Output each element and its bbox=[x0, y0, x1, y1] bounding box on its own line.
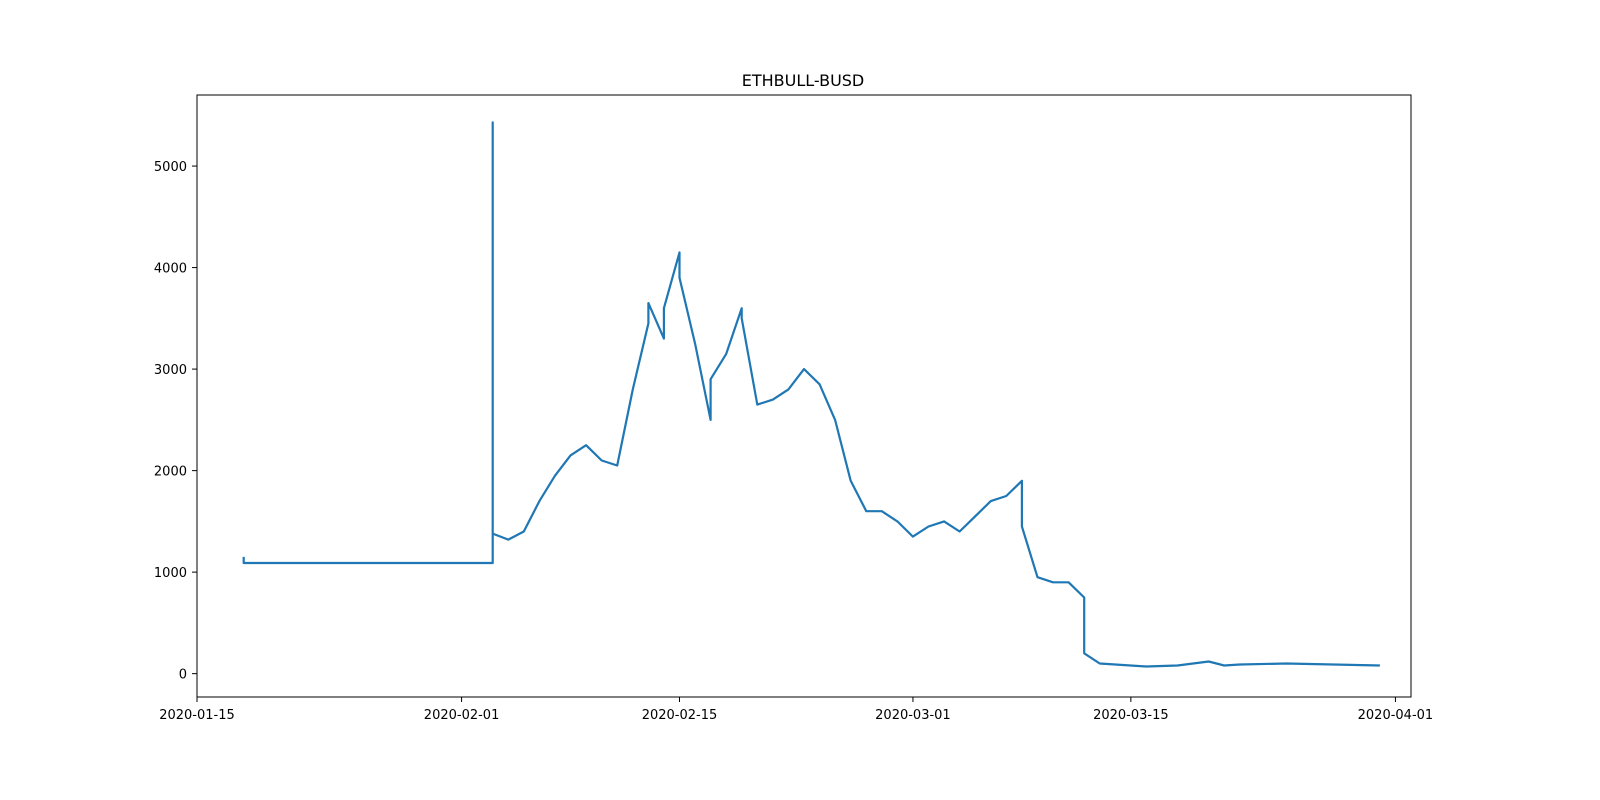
y-tick-label: 0 bbox=[179, 668, 187, 683]
y-tick-label: 3000 bbox=[154, 363, 187, 378]
x-axis: 2020-01-15 2020-02-01 2020-02-15 2020-03-01… bbox=[159, 697, 1433, 723]
x-tick-label: 2020-01-15 bbox=[159, 708, 235, 723]
y-tick-label: 5000 bbox=[154, 160, 187, 175]
plot-area bbox=[242, 121, 1380, 668]
y-tick-label: 2000 bbox=[154, 465, 187, 480]
x-tick-label: 2020-03-01 bbox=[875, 708, 951, 723]
axes-frame bbox=[196, 94, 1412, 698]
y-tick-label: 4000 bbox=[154, 262, 187, 277]
x-tick-label: 2020-04-01 bbox=[1358, 708, 1434, 723]
x-tick-label: 2020-02-01 bbox=[424, 708, 500, 723]
x-tick-label: 2020-03-15 bbox=[1093, 708, 1169, 723]
chart-title: ETHBULL-BUSD bbox=[742, 71, 865, 90]
y-axis: 0 1000 2000 3000 4000 5000 bbox=[154, 160, 197, 683]
y-tick-label: 1000 bbox=[154, 566, 187, 581]
series-line-0 bbox=[242, 121, 1380, 668]
x-tick-label: 2020-02-15 bbox=[642, 708, 718, 723]
